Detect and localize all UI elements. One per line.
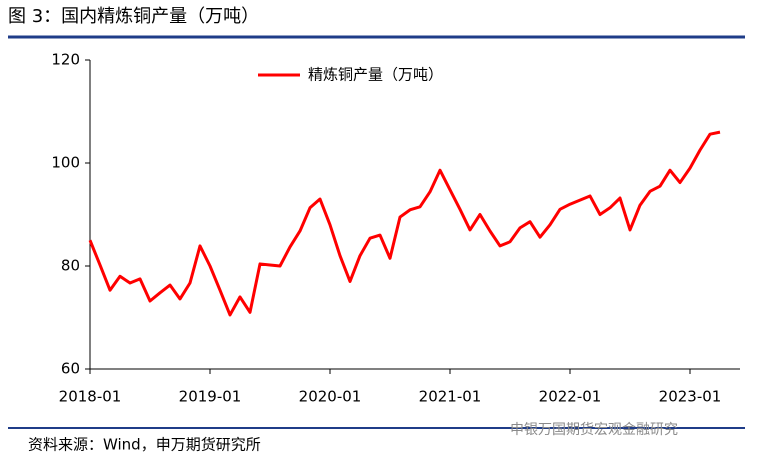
x-tick-label: 2019-01 [179,388,242,406]
x-tick-label: 2021-01 [419,388,482,406]
page-title: 图 3：国内精炼铜产量（万吨） [8,6,259,27]
data-line [88,130,721,317]
watermark: 申银万国期货宏观金融研究 [510,421,678,438]
x-tick-label: 2020-01 [299,388,362,406]
source-note: 资料来源：Wind，申万期货研究所 [28,436,261,454]
x-tick-label: 2018-01 [59,388,122,406]
y-tick-label: 100 [51,154,80,172]
y-tick-label: 120 [51,51,80,69]
x-tick-label: 2022-01 [539,388,602,406]
legend-label: 精炼铜产量（万吨） [308,66,443,84]
y-tick-label: 80 [61,257,80,275]
x-tick-label: 2023-01 [659,388,722,406]
y-tick-label: 60 [61,360,80,378]
